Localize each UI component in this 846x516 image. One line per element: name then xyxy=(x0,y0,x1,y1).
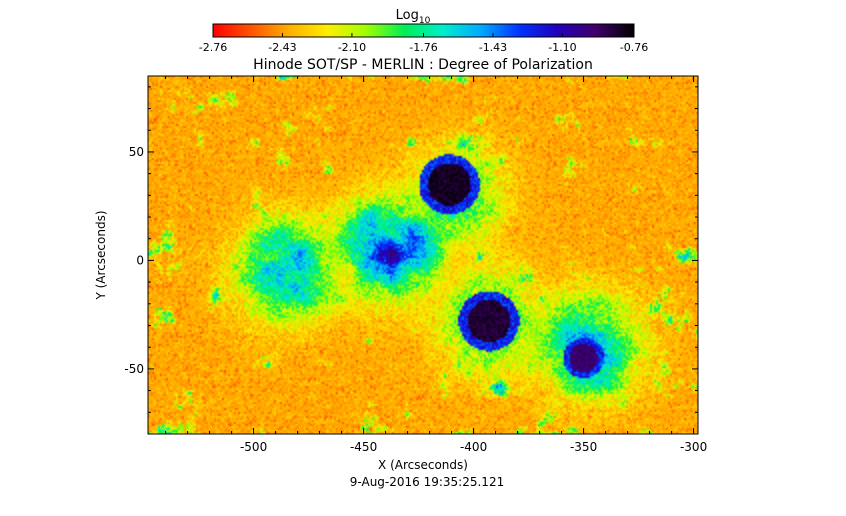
colorbar-label-subscript: 10 xyxy=(419,16,431,26)
plot-area xyxy=(147,75,699,435)
y-axis-label: Y (Arcseconds) xyxy=(94,210,108,300)
x-axis: -500 -450 -400 -350 -300 xyxy=(165,76,707,454)
plot-frame xyxy=(147,75,699,435)
chart-title: Hinode SOT/SP - MERLIN : Degree of Polar… xyxy=(253,57,593,73)
polarization-map xyxy=(148,76,698,434)
colorbar-tick-label: -0.76 xyxy=(620,41,648,54)
y-axis-tick-label: -50 xyxy=(124,362,144,376)
colorbar-tick-label: -1.76 xyxy=(409,41,437,54)
x-axis-tick-label: -300 xyxy=(680,440,707,454)
colorbar-label: Log10 xyxy=(396,8,431,26)
x-axis-tick-label: -350 xyxy=(570,440,597,454)
colorbar-ticks: -2.76 -2.43 -2.10 -1.76 -1.43 -1.10 -0.76 xyxy=(199,33,648,54)
colorbar-tick-label: -1.43 xyxy=(479,41,507,54)
y-axis-tick-label: 0 xyxy=(136,253,144,267)
colorbar-tick-label: -1.10 xyxy=(548,41,576,54)
x-axis-tick-label: -500 xyxy=(240,440,267,454)
y-axis-tick-label: 50 xyxy=(129,145,144,159)
x-axis-tick-label: -450 xyxy=(350,440,377,454)
colorbar-tick-label: -2.10 xyxy=(338,41,366,54)
y-axis: 50 0 -50 xyxy=(124,86,698,413)
observation-timestamp: 9-Aug-2016 19:35:25.121 xyxy=(350,475,504,489)
colorbar-tick-label: -2.43 xyxy=(268,41,296,54)
colorbar: Log10 -2.76 -2.43 -2.10 -1.76 -1.43 -1.10 -0.7… xyxy=(199,8,648,54)
colorbar-tick-label: -2.76 xyxy=(199,41,227,54)
x-axis-label: X (Arcseconds) xyxy=(378,458,468,472)
x-axis-tick-label: -400 xyxy=(460,440,487,454)
